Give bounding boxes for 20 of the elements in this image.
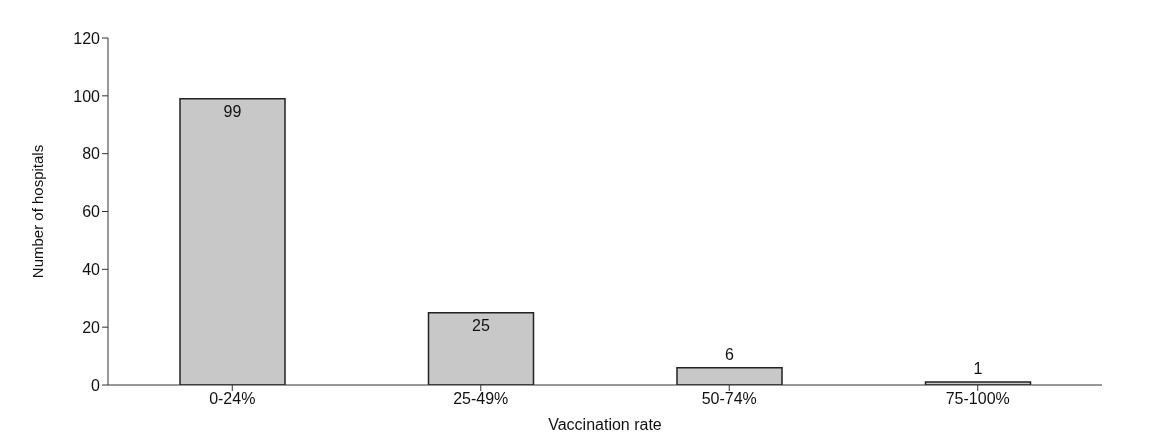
y-tick-label: 100 xyxy=(73,87,101,105)
y-tick-label: 40 xyxy=(82,261,101,279)
x-tick-label: 50-74% xyxy=(701,390,757,408)
y-tick-label: 60 xyxy=(82,203,101,221)
x-tick-label: 0-24% xyxy=(209,390,256,408)
y-axis-title: Number of hospitals xyxy=(29,144,47,279)
y-tick-label: 0 xyxy=(91,376,101,394)
bar xyxy=(179,97,286,385)
data-label: 1 xyxy=(973,360,983,378)
data-label: 6 xyxy=(725,345,735,363)
bar xyxy=(676,366,783,385)
y-tick-label: 120 xyxy=(73,29,101,47)
y-tick-label: 80 xyxy=(82,145,101,163)
bar xyxy=(427,311,535,385)
x-tick-label: 75-100% xyxy=(945,390,1010,408)
x-axis-title: Vaccination rate xyxy=(548,416,662,433)
x-tick-label: 25-49% xyxy=(453,390,509,408)
y-tick-label: 20 xyxy=(82,318,101,336)
data-label: 99 xyxy=(223,102,242,120)
data-label: 25 xyxy=(472,316,490,334)
